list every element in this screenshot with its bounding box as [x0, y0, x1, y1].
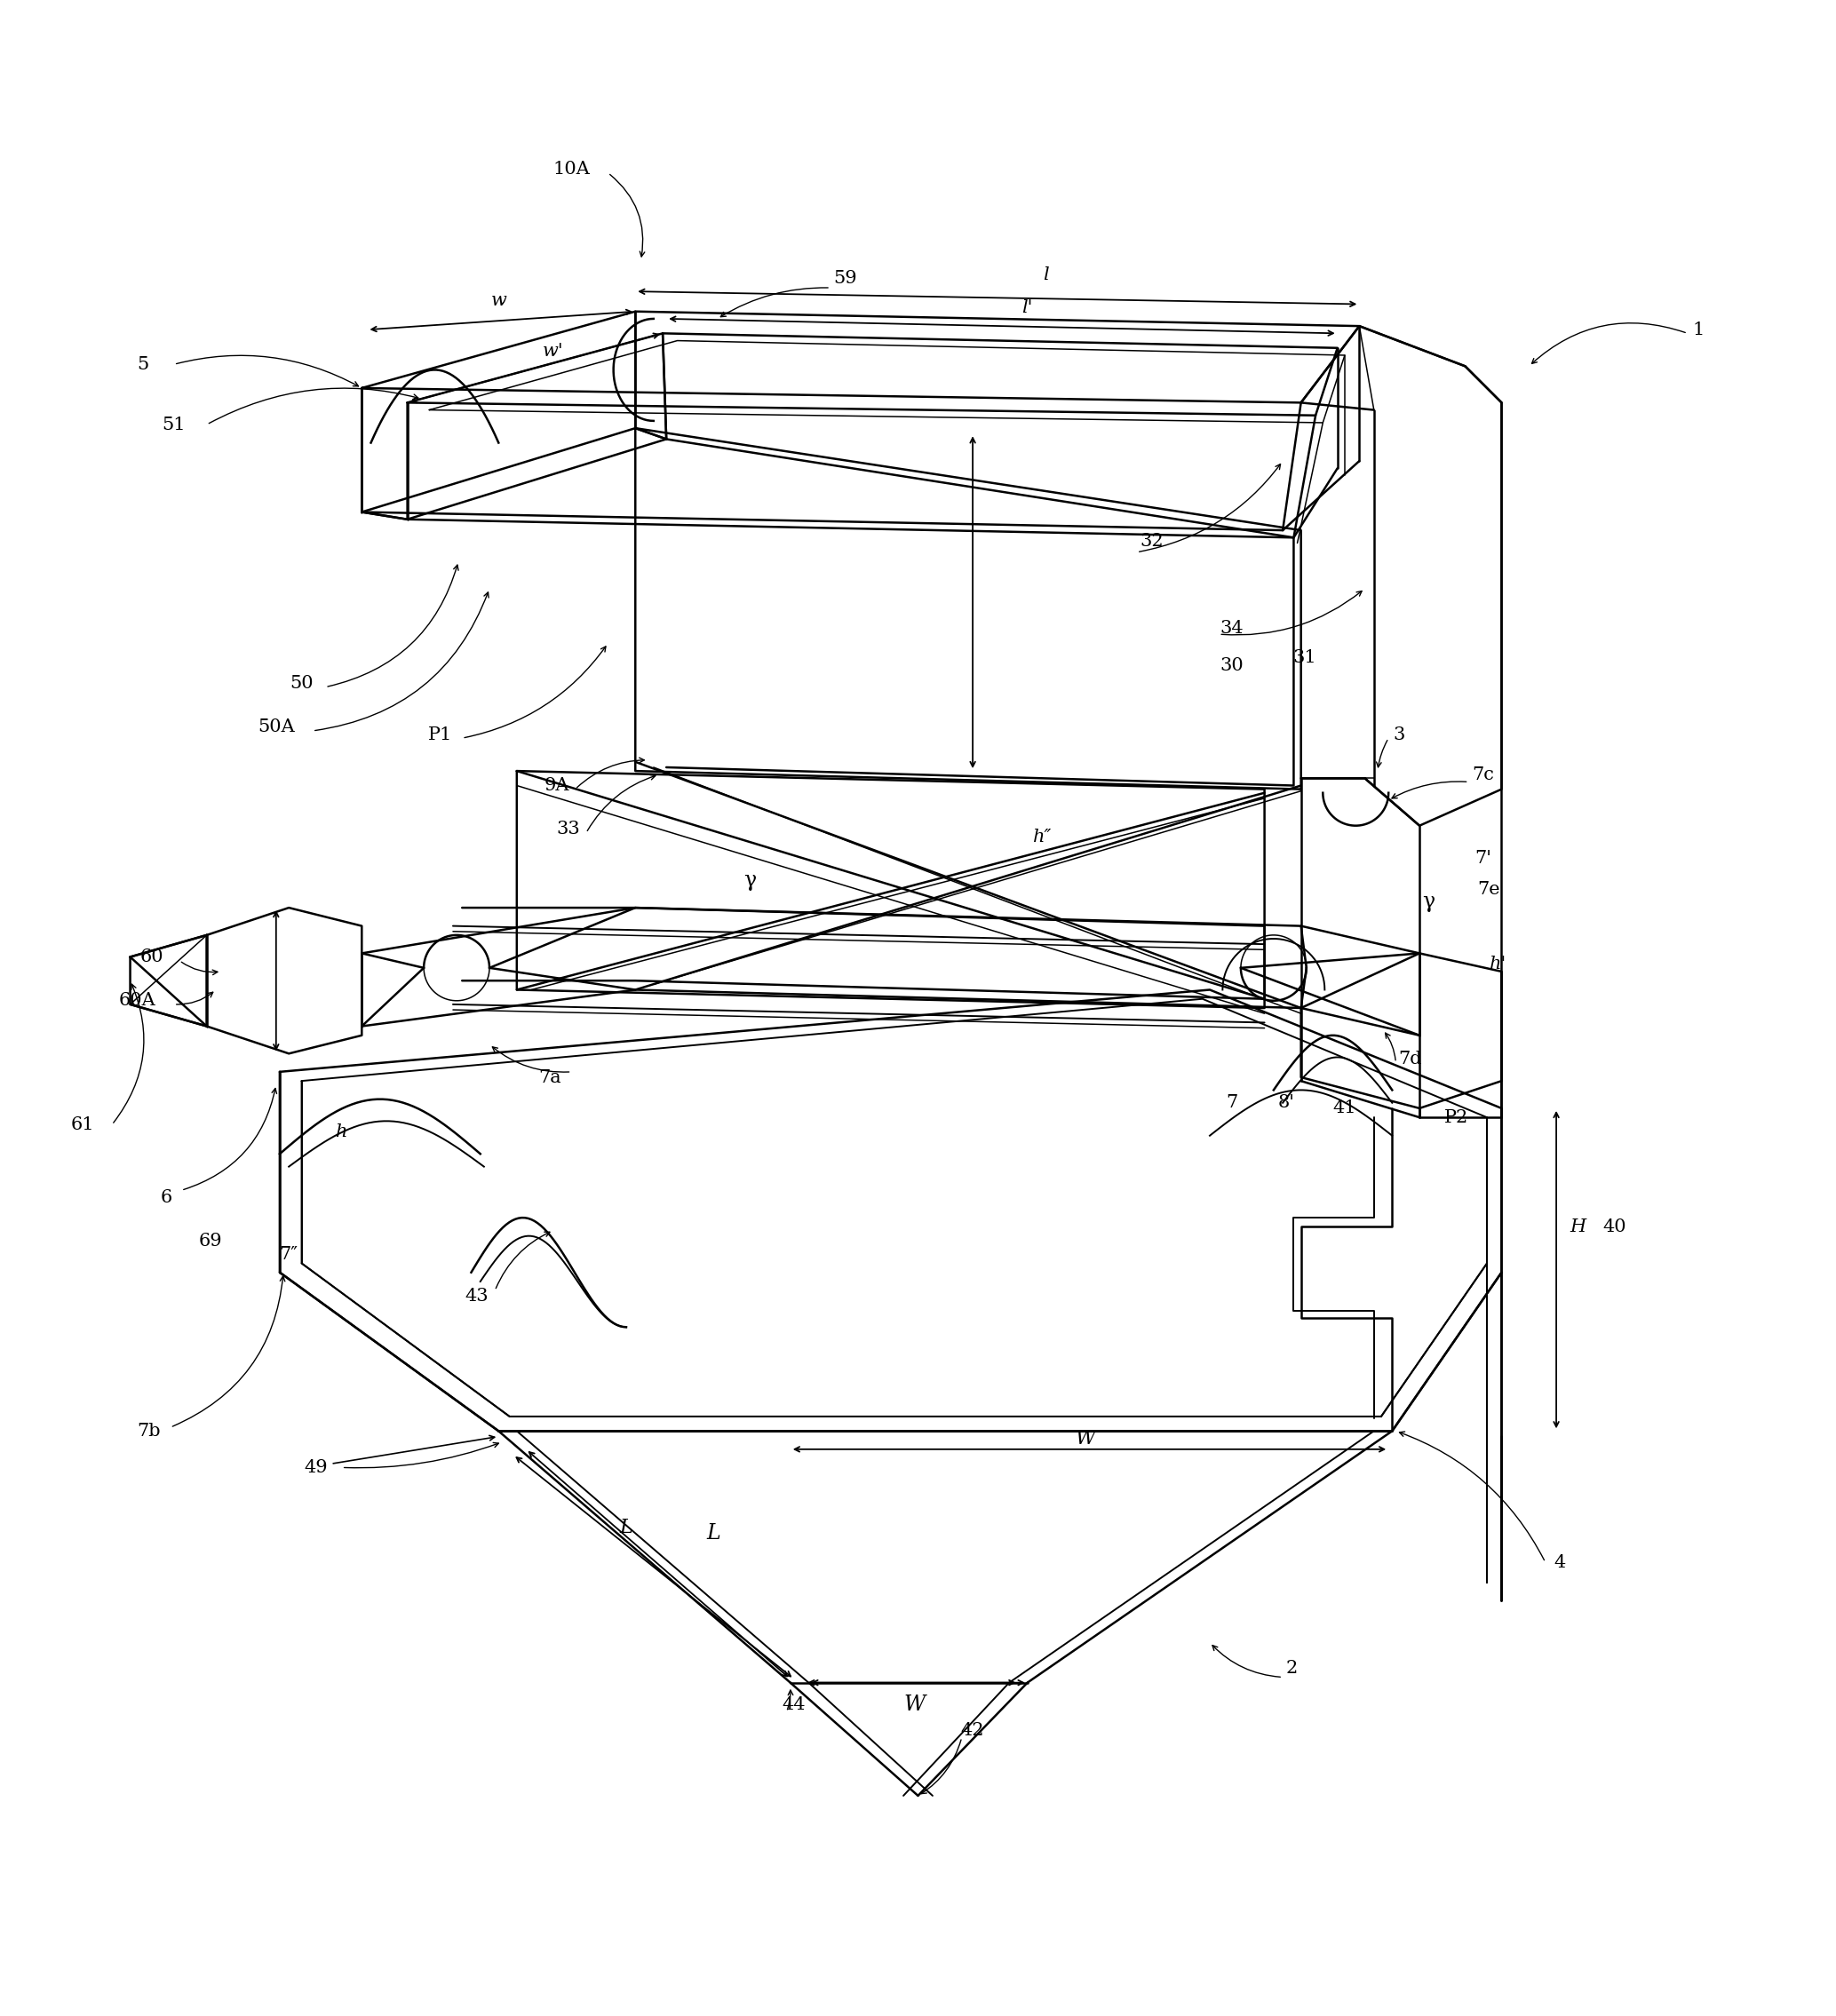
Text: 7″: 7″ [279, 1246, 297, 1262]
Text: 60: 60 [140, 948, 163, 966]
Text: W: W [903, 1693, 925, 1716]
Text: 5: 5 [138, 357, 149, 373]
Text: 61: 61 [72, 1117, 95, 1133]
Text: 7': 7' [1474, 851, 1493, 867]
Text: 32: 32 [1140, 532, 1164, 550]
Text: L: L [707, 1522, 722, 1544]
Text: 6: 6 [162, 1189, 173, 1206]
Text: 44: 44 [782, 1695, 806, 1714]
Text: 7e: 7e [1478, 881, 1500, 897]
Text: 69: 69 [198, 1234, 222, 1250]
Text: 33: 33 [556, 821, 580, 839]
Text: w': w' [543, 343, 564, 361]
Text: 50: 50 [290, 675, 314, 691]
Text: 8': 8' [1278, 1095, 1294, 1111]
Text: γ: γ [1423, 891, 1436, 913]
Text: h″: h″ [1032, 829, 1052, 845]
Text: h: h [336, 1123, 347, 1141]
Text: 41: 41 [1333, 1101, 1357, 1117]
Text: 4: 4 [1553, 1554, 1566, 1570]
Text: γ: γ [744, 871, 756, 891]
Text: 30: 30 [1219, 657, 1243, 673]
Text: 2: 2 [1285, 1659, 1298, 1677]
Text: 40: 40 [1603, 1218, 1627, 1236]
Text: 50A: 50A [257, 720, 294, 736]
Text: h': h' [1489, 956, 1507, 972]
Text: l: l [1043, 266, 1048, 284]
Text: 10A: 10A [553, 161, 589, 177]
Text: 31: 31 [1293, 649, 1316, 667]
Text: 7b: 7b [136, 1423, 160, 1439]
Text: 43: 43 [465, 1288, 488, 1304]
Text: 34: 34 [1219, 621, 1243, 637]
Text: P1: P1 [428, 726, 452, 744]
Text: H: H [1570, 1218, 1586, 1236]
Text: 7c: 7c [1472, 766, 1495, 782]
Text: 59: 59 [834, 270, 857, 286]
Text: L: L [621, 1518, 633, 1538]
Text: 1: 1 [1693, 321, 1704, 339]
Text: 9A: 9A [543, 776, 569, 794]
Text: 7: 7 [1226, 1095, 1237, 1111]
Text: l': l' [1023, 300, 1034, 317]
Text: 49: 49 [305, 1460, 329, 1476]
Text: 60A: 60A [119, 992, 156, 1010]
Text: 7d: 7d [1399, 1050, 1423, 1068]
Text: 3: 3 [1394, 726, 1405, 744]
Text: 7a: 7a [538, 1068, 562, 1087]
Text: w: w [490, 292, 507, 308]
Text: P2: P2 [1443, 1109, 1469, 1125]
Text: 42: 42 [960, 1722, 984, 1738]
Text: 51: 51 [162, 415, 185, 433]
Text: W: W [1076, 1429, 1096, 1447]
